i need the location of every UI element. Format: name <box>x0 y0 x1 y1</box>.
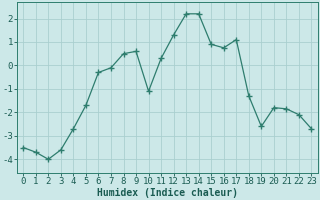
X-axis label: Humidex (Indice chaleur): Humidex (Indice chaleur) <box>97 188 238 198</box>
